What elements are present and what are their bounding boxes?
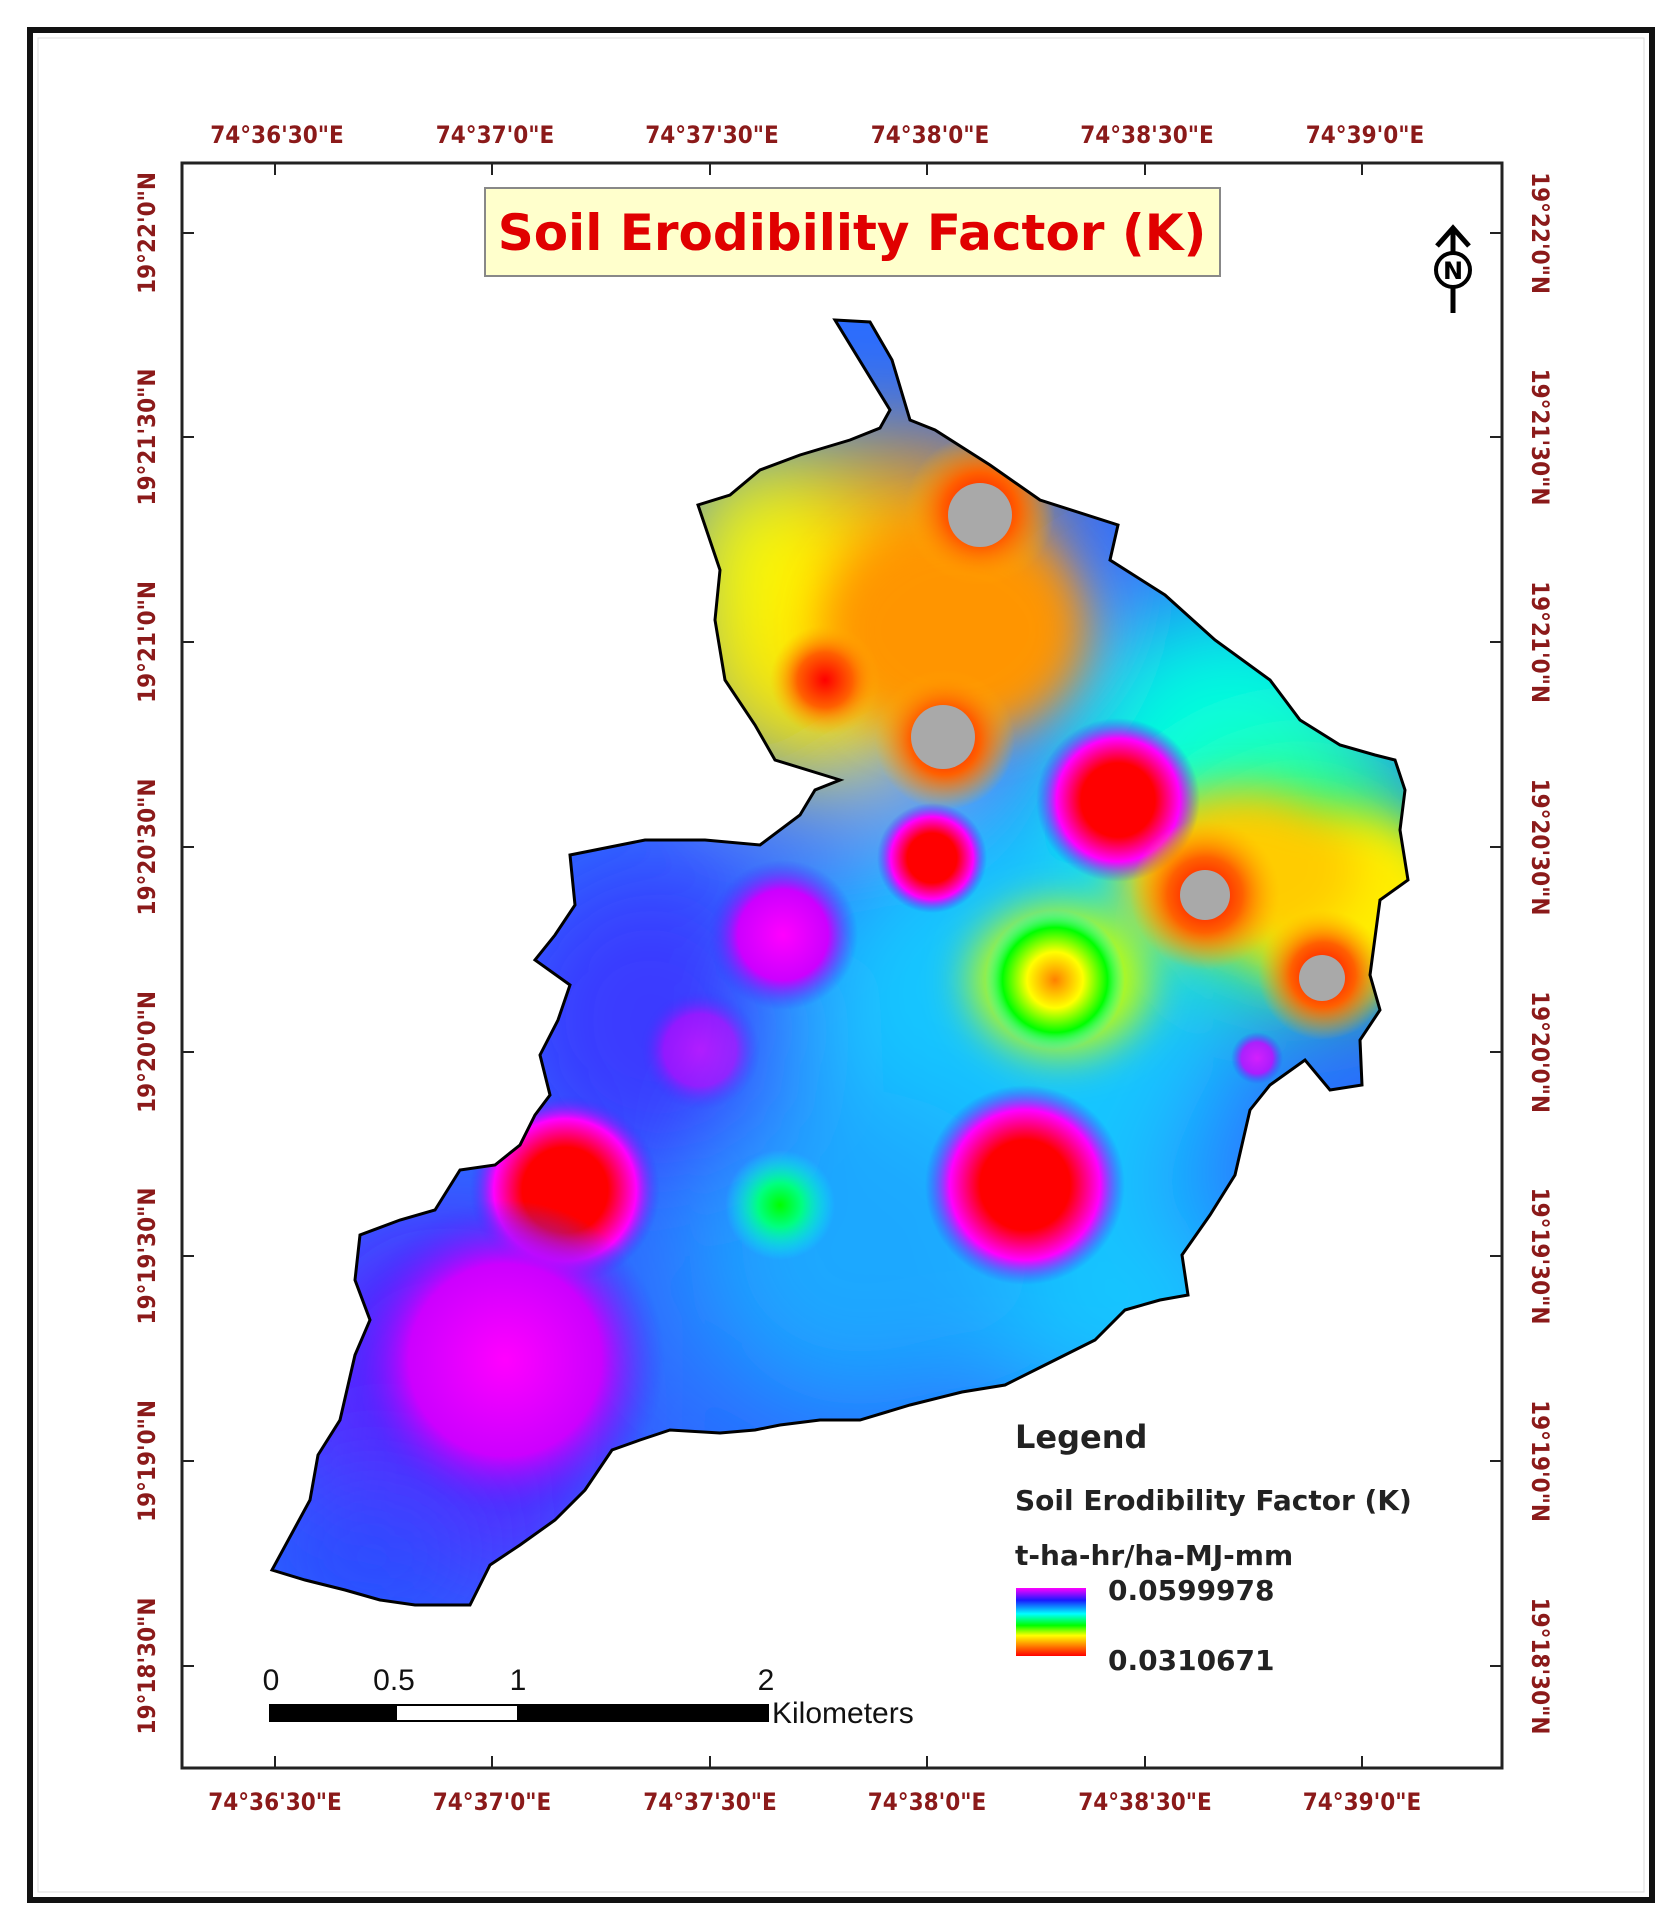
title-text: Soil Erodibility Factor (K) [498,204,1207,262]
lat-label-right: 19°19'0"N [1526,1400,1554,1522]
lon-label-bottom: 74°36'30"E [208,1788,342,1816]
lat-label-left: 19°21'0"N [133,581,161,703]
lon-label-bottom: 74°37'0"E [433,1788,552,1816]
no-data-cell [1299,955,1345,1001]
scale-tick-label: 0 [263,1664,280,1697]
scale-tick-label: 2 [758,1664,775,1697]
lon-label-bottom: 74°38'0"E [868,1788,987,1816]
scale-bar: 0 0.5 1 2 Kilometers [263,1664,914,1730]
lon-label-bottom: 74°37'30"E [643,1788,777,1816]
scale-unit: Kilometers [772,1697,914,1730]
lon-label-top: 74°37'0"E [436,121,555,149]
lat-label-right: 19°22'0"N [1526,172,1554,294]
lat-label-right: 19°20'0"N [1526,991,1554,1113]
lat-label-left: 19°19'0"N [133,1400,161,1522]
lon-label-top: 74°36'30"E [210,121,344,149]
lat-label-right: 19°19'30"N [1526,1188,1554,1325]
lat-label-right: 19°20'30"N [1526,779,1554,916]
graticule-ticks [182,163,1502,1768]
north-letter: N [1443,257,1463,285]
legend-min-label: 0.0310671 [1108,1644,1275,1677]
legend-color-ramp [1016,1588,1086,1656]
legend: Legend Soil Erodibility Factor (K) t-ha-… [1015,1418,1412,1677]
top-longitude-labels: 74°36'30"E 74°37'0"E 74°37'30"E 74°38'0"… [210,121,1424,149]
left-latitude-labels: 19°22'0"N 19°21'30"N 19°21'0"N 19°20'30"… [133,172,161,1734]
lon-label-top: 74°39'0"E [1306,121,1425,149]
lon-label-top: 74°38'0"E [871,121,990,149]
lat-label-left: 19°20'30"N [133,779,161,916]
outer-frame-inner-line [37,37,1645,1893]
legend-unit: t-ha-hr/ha-MJ-mm [1015,1539,1293,1572]
no-data-cell [1180,870,1230,920]
title-box [484,187,1221,277]
scale-tick-label: 0.5 [373,1664,415,1697]
right-latitude-labels: 19°22'0"N 19°21'30"N 19°21'0"N 19°20'30"… [1526,172,1554,1734]
legend-layer-name: Soil Erodibility Factor (K) [1015,1484,1412,1517]
bottom-longitude-labels: 74°36'30"E 74°37'0"E 74°37'30"E 74°38'0"… [208,1788,1421,1816]
lat-label-left: 19°21'30"N [133,369,161,506]
lat-label-right: 19°21'0"N [1526,581,1554,703]
lat-label-left: 19°19'30"N [133,1188,161,1325]
lat-label-left: 19°18'30"N [133,1598,161,1735]
no-data-cell [911,705,975,769]
lat-label-right: 19°21'30"N [1526,369,1554,506]
lon-label-top: 74°38'30"E [1080,121,1214,149]
lon-label-bottom: 74°38'30"E [1078,1788,1212,1816]
legend-max-label: 0.0599978 [1108,1574,1275,1607]
legend-heading: Legend [1015,1418,1147,1456]
map-title: Soil Erodibility Factor (K) [484,187,1221,277]
scale-tick-label: 1 [510,1664,527,1697]
lon-label-top: 74°37'30"E [645,121,779,149]
lat-label-left: 19°20'0"N [133,991,161,1113]
no-data-cell [948,483,1012,547]
lat-label-left: 19°22'0"N [133,172,161,294]
lon-label-bottom: 74°39'0"E [1303,1788,1422,1816]
north-arrow-icon: N [1434,224,1472,313]
lat-label-right: 19°18'30"N [1526,1598,1554,1735]
